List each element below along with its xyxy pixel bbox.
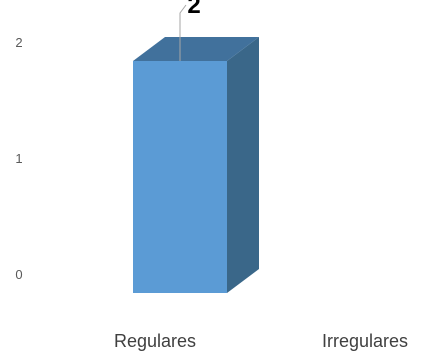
y-tick-label: 0 xyxy=(15,267,22,282)
bars: 2 xyxy=(133,0,259,293)
y-tick-label: 1 xyxy=(15,151,22,166)
x-axis: Regulares Irregulares xyxy=(114,331,408,351)
bar-regulares: 2 xyxy=(133,0,259,293)
bar-top-face xyxy=(133,37,259,61)
bar-front-face xyxy=(133,61,227,293)
data-label-leader-line xyxy=(179,4,187,61)
category-label-regulares: Regulares xyxy=(114,331,196,351)
y-axis: 0 1 2 xyxy=(15,35,22,282)
data-label: 2 xyxy=(187,0,200,19)
y-tick-label: 2 xyxy=(15,35,22,50)
bar-side-face xyxy=(227,37,259,293)
category-label-irregulares: Irregulares xyxy=(322,331,408,351)
